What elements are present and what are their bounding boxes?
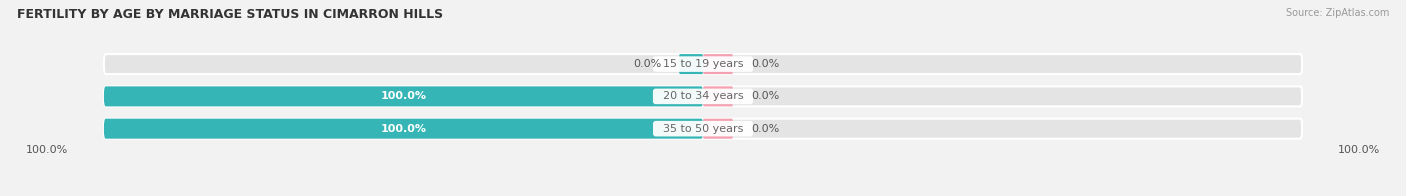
Text: 0.0%: 0.0%	[751, 124, 779, 134]
FancyBboxPatch shape	[104, 119, 1302, 139]
FancyBboxPatch shape	[679, 54, 703, 74]
FancyBboxPatch shape	[104, 86, 703, 106]
Text: 0.0%: 0.0%	[751, 91, 779, 101]
Text: 15 to 19 years: 15 to 19 years	[655, 59, 751, 69]
Text: 20 to 34 years: 20 to 34 years	[655, 91, 751, 101]
FancyBboxPatch shape	[104, 54, 1302, 74]
Text: Source: ZipAtlas.com: Source: ZipAtlas.com	[1285, 8, 1389, 18]
Text: 100.0%: 100.0%	[1337, 145, 1379, 155]
FancyBboxPatch shape	[703, 54, 733, 74]
FancyBboxPatch shape	[703, 86, 733, 106]
Text: 35 to 50 years: 35 to 50 years	[655, 124, 751, 134]
FancyBboxPatch shape	[104, 119, 703, 139]
Text: 100.0%: 100.0%	[381, 124, 426, 134]
FancyBboxPatch shape	[703, 119, 733, 139]
FancyBboxPatch shape	[104, 86, 1302, 106]
Text: 0.0%: 0.0%	[751, 59, 779, 69]
Text: 100.0%: 100.0%	[381, 91, 426, 101]
Text: FERTILITY BY AGE BY MARRIAGE STATUS IN CIMARRON HILLS: FERTILITY BY AGE BY MARRIAGE STATUS IN C…	[17, 8, 443, 21]
Text: 0.0%: 0.0%	[633, 59, 661, 69]
Text: 100.0%: 100.0%	[27, 145, 69, 155]
